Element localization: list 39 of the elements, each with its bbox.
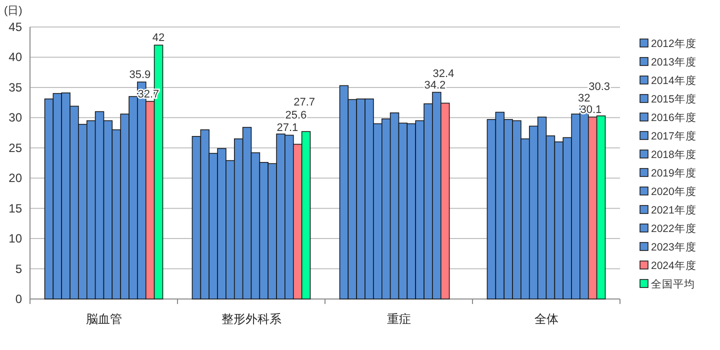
x-tick-label: 整形外科系	[221, 312, 282, 326]
y-tick-label: 20	[8, 171, 22, 186]
legend-label: 2012年度	[651, 37, 696, 50]
x-tick-label: 全体	[534, 312, 558, 326]
legend-label: 2018年度	[651, 148, 696, 161]
legend-label: 2014年度	[651, 74, 696, 87]
data-label: 32.4	[432, 68, 454, 80]
legend-label: 全国平均	[651, 278, 695, 290]
legend-label: 2016年度	[651, 111, 696, 124]
legend-label: 2022年度	[651, 222, 696, 235]
data-label: 27.7	[294, 96, 316, 109]
data-label: 32.7	[138, 88, 160, 100]
legend-label: 2017年度	[651, 130, 696, 142]
y-tick-label: 0	[15, 292, 22, 306]
x-tick-label: 脳血管	[86, 312, 122, 326]
data-label: 34.2	[424, 79, 446, 92]
legend-label: 2024年度	[651, 259, 696, 272]
y-tick-label: 25	[8, 140, 22, 155]
legend-label: 2023年度	[651, 240, 696, 254]
legend-label: 2013年度	[651, 56, 696, 68]
y-tick-label: 15	[8, 201, 22, 216]
data-label: 42	[152, 32, 165, 44]
y-axis-title: (日)	[4, 5, 22, 17]
y-tick-label: 5	[15, 262, 22, 276]
y-tick-label: 30	[8, 110, 22, 125]
x-tick-label: 重症	[386, 312, 411, 326]
data-label: 27.1	[276, 122, 298, 134]
y-tick-label: 40	[8, 50, 22, 64]
y-tick-label: 35	[8, 80, 22, 94]
data-label: 32	[578, 92, 590, 105]
data-label: 30.3	[588, 80, 610, 93]
y-tick-label: 10	[8, 232, 22, 246]
data-label: 35.9	[129, 69, 151, 82]
legend-label: 2021年度	[651, 204, 696, 216]
legend-label: 2019年度	[651, 166, 696, 180]
legend-label: 2020年度	[651, 185, 696, 198]
y-tick-label: 45	[8, 20, 22, 34]
legend-label: 2015年度	[651, 92, 696, 106]
data-label: 25.6	[285, 109, 307, 122]
